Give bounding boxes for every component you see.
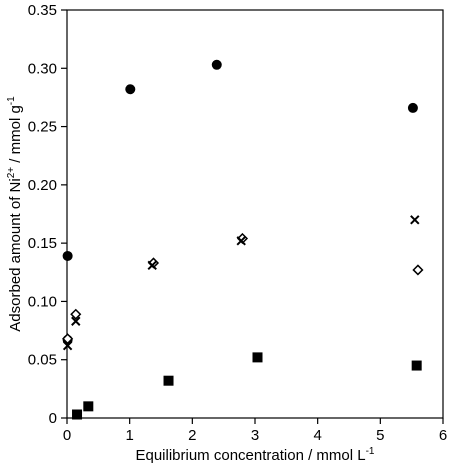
x-tick-label: 2 xyxy=(188,427,196,444)
y-tick-label: 0.10 xyxy=(28,293,57,310)
data-point-square xyxy=(411,360,422,371)
data-point-circle xyxy=(62,250,73,261)
data-point-circle xyxy=(125,84,136,95)
x-axis-label: Equilibrium concentration / mmol L-1 xyxy=(135,446,374,464)
y-tick-label: 0.30 xyxy=(28,60,57,77)
x-tick-label: 4 xyxy=(313,427,321,444)
data-point-square xyxy=(252,352,263,363)
data-point-square xyxy=(163,375,174,386)
data-point-circle xyxy=(211,59,222,70)
axis-ticks: 0 1 2 3 4 5 6 0 0.05 0.10 0.15 0.20 0.25 0.30 0.35 xyxy=(28,2,447,444)
y-tick-label: 0 xyxy=(49,410,57,427)
data-point-cross xyxy=(147,260,157,270)
y-tick-label: 0.25 xyxy=(28,119,57,136)
y-tick-label: 0.35 xyxy=(28,2,57,19)
y-tick-label: 0.20 xyxy=(28,177,57,194)
data-point-square xyxy=(83,401,94,412)
y-tick-label: 0.05 xyxy=(28,352,57,369)
y-tick-label: 0.15 xyxy=(28,235,57,252)
data-point-square xyxy=(72,409,83,420)
data-point-diamond xyxy=(412,264,424,276)
data-point-cross xyxy=(236,236,246,246)
x-tick-label: 1 xyxy=(125,427,133,444)
x-tick-label: 0 xyxy=(63,427,71,444)
data-point-diamond xyxy=(62,333,74,345)
data-point-circle xyxy=(407,102,418,113)
y-axis-label: Adsorbed amount of Ni2+ / mmol g-1 xyxy=(6,96,24,332)
data-point-cross xyxy=(410,215,420,225)
x-tick-label: 5 xyxy=(376,427,384,444)
x-tick-label: 3 xyxy=(251,427,259,444)
data-point-diamond xyxy=(70,308,82,320)
data-points xyxy=(62,59,424,420)
data-point-cross xyxy=(71,316,81,326)
data-point-cross xyxy=(62,341,73,351)
x-tick-label: 6 xyxy=(439,427,447,444)
